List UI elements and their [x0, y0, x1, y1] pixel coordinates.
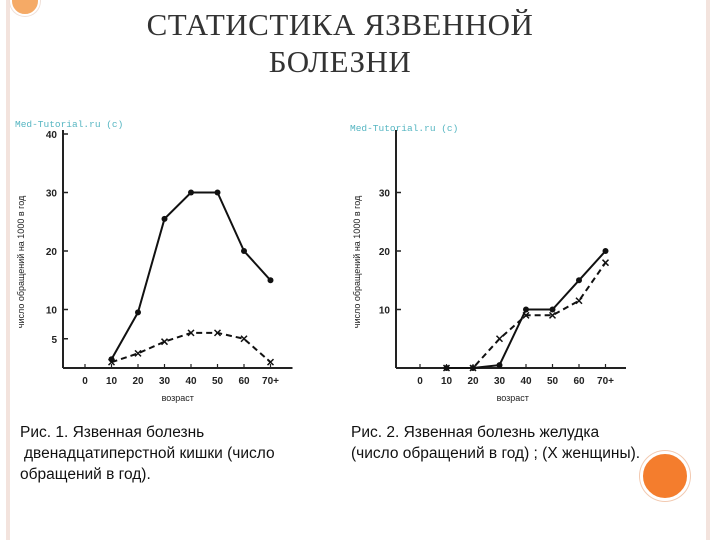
data-point-x	[107, 358, 116, 366]
slide-frame-left	[6, 0, 10, 540]
data-point-x	[442, 364, 451, 372]
x-axis-label: возраст	[162, 393, 194, 403]
slide-title-line-2: БОЛЕЗНИ	[268, 44, 412, 79]
y-tick-label: 10	[46, 306, 58, 317]
data-point-dot	[496, 362, 503, 369]
x-tick-label: 40	[185, 376, 197, 387]
data-point-dot	[576, 277, 582, 284]
y-tick-label: 20	[379, 247, 391, 258]
x-tick-label: 30	[159, 376, 171, 387]
x-marker-stroke	[107, 358, 116, 366]
y-tick-label: 30	[379, 189, 391, 200]
y-axis-label: число обращений на 1000 в год	[16, 195, 26, 328]
x-tick-label: 60	[238, 376, 250, 387]
x-marker-stroke	[134, 349, 142, 357]
caption-figure-2-line-1: Рис. 2. Язвенная болезнь желудка	[351, 424, 600, 441]
x-marker-stroke	[548, 311, 557, 319]
data-point-x	[469, 364, 477, 372]
slide-title-line-1: СТАТИСТИКА ЯЗВЕННОЙ	[146, 7, 534, 42]
slide-title: СТАТИСТИКА ЯЗВЕННОЙ БОЛЕЗНИ	[40, 6, 640, 80]
x-tick-label: 0	[82, 376, 88, 387]
y-tick-label: 30	[46, 189, 58, 200]
data-point-dot	[267, 277, 274, 284]
data-point-dot	[135, 309, 141, 316]
caption-figure-1-line-2: двенадцатиперстной кишки (число	[24, 445, 275, 462]
data-point-x	[266, 358, 275, 366]
y-tick-label: 40	[46, 130, 58, 141]
x-tick-label: 50	[212, 376, 224, 387]
data-point-x	[495, 335, 504, 343]
data-point-x	[601, 259, 610, 267]
data-point-x	[548, 311, 557, 319]
y-tick-label: 20	[46, 247, 58, 258]
decorative-orange-circle	[640, 451, 690, 501]
x-tick-label: 60	[573, 376, 585, 387]
data-point-dot	[214, 189, 221, 196]
x-marker-stroke	[495, 335, 504, 343]
chart-gastric-ulcer: Med-Tutorial.ru (c) 10 20 30 0 10 20 30 40 50 60 70…	[350, 123, 626, 403]
x-marker-stroke	[442, 364, 451, 372]
x-tick-label: 10	[441, 376, 453, 387]
x-marker-stroke	[266, 358, 275, 366]
x-marker-stroke	[575, 297, 583, 305]
x-tick-label: 30	[494, 376, 506, 387]
x-marker-stroke	[240, 335, 248, 343]
x-tick-label: 10	[106, 376, 118, 387]
x-tick-label: 0	[417, 376, 423, 387]
data-point-dot	[549, 306, 556, 313]
decorative-corner-dot	[10, 0, 40, 16]
data-point-dot	[523, 306, 529, 313]
x-tick-label: 70+	[262, 376, 279, 387]
x-marker-stroke	[213, 329, 222, 337]
x-marker-stroke	[160, 338, 169, 346]
y-tick-label: 5	[51, 335, 57, 346]
x-marker-stroke	[601, 259, 610, 267]
data-point-x	[522, 311, 530, 319]
data-point-dot	[241, 248, 247, 254]
data-point-x	[160, 338, 169, 346]
x-axis-label: возраст	[497, 393, 529, 403]
x-tick-label: 50	[547, 376, 559, 387]
x-marker-stroke	[522, 311, 530, 319]
series-line-dashed	[111, 331, 272, 364]
slide-frame-right	[706, 0, 710, 540]
caption-figure-2-line-2: (число обращений в год) ; (X женщины).	[351, 445, 641, 462]
data-point-x	[575, 297, 583, 305]
caption-figure-1-line-3: обращений в год).	[20, 466, 151, 483]
caption-figure-2: Рис. 2. Язвенная болезнь желудка (число …	[351, 422, 701, 464]
chart-duodenal-ulcer: Med-Tutorial.ru (c) 5 10 20 30 40 0 10 20 30 40 50 6…	[15, 119, 293, 403]
caption-figure-1-line-1: Рис. 1. Язвенная болезнь	[20, 424, 205, 441]
x-tick-label: 20	[467, 376, 479, 387]
caption-figure-1: Рис. 1. Язвенная болезнь двенадцатиперст…	[20, 422, 330, 485]
x-marker-stroke	[187, 329, 195, 337]
data-point-dot	[188, 189, 194, 196]
watermark-text: Med-Tutorial.ru (c)	[15, 119, 123, 130]
data-point-dot	[161, 215, 168, 222]
data-point-dot	[602, 248, 609, 254]
data-point-x	[240, 335, 248, 343]
x-tick-label: 20	[132, 376, 144, 387]
data-point-x	[213, 329, 222, 337]
x-tick-label: 40	[520, 376, 532, 387]
series-line-solid	[110, 191, 272, 360]
y-tick-label: 10	[379, 306, 391, 317]
data-point-x	[187, 329, 195, 337]
y-axis-label: число обращений на 1000 в год	[352, 195, 362, 328]
data-point-x	[134, 349, 142, 357]
watermark-text: Med-Tutorial.ru (c)	[350, 123, 458, 134]
x-marker-stroke	[469, 364, 477, 372]
x-tick-label: 70+	[597, 376, 614, 387]
